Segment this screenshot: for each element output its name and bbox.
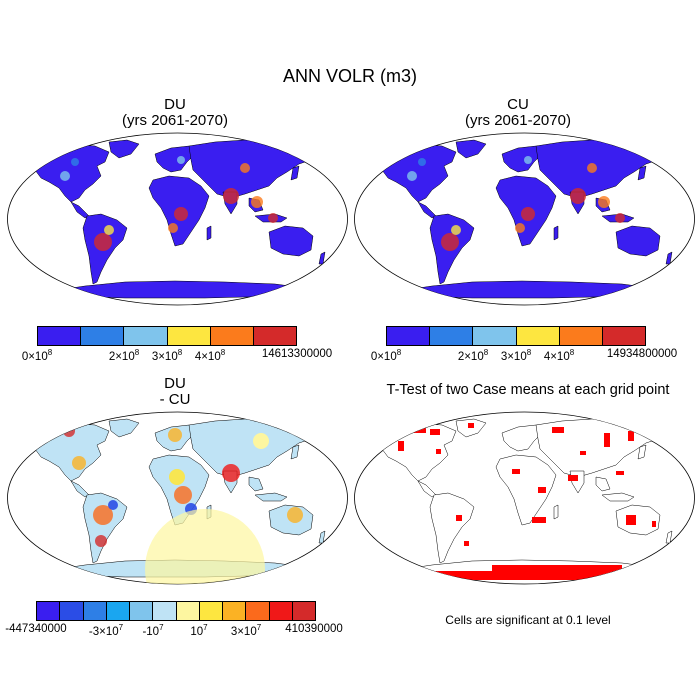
du-tick-3: 3×108 — [151, 348, 183, 363]
diff-tick-max: 410390000 — [285, 623, 343, 635]
du-tick-4: 4×108 — [194, 348, 226, 363]
diff-colorbar-bin — [223, 602, 247, 620]
cu-map — [354, 132, 695, 306]
diff-colorbar-bin — [83, 602, 107, 620]
cu-panel-title: CU (yrs 2061-2070) — [383, 97, 653, 129]
cu-title-line2: (yrs 2061-2070) — [465, 112, 571, 129]
main-title: ANN VOLR (m3) — [282, 66, 417, 86]
diff-tick-p3: 3×107 — [230, 623, 262, 638]
diff-title-line1: DU — [164, 375, 186, 392]
diff-colorbar — [36, 601, 316, 621]
cu-colorbar-bin — [516, 327, 560, 345]
diff-tick-min: -447340000 — [5, 623, 67, 635]
cu-tick-4: 4×108 — [543, 348, 575, 363]
diff-tick-m3: -3×107 — [88, 623, 124, 638]
diff-colorbar-bin — [130, 602, 154, 620]
diff-panel-title: DU - CU — [40, 376, 310, 408]
cu-tick-2: 2×108 — [457, 348, 489, 363]
du-tick-2: 2×108 — [108, 348, 140, 363]
du-hotspots — [60, 156, 278, 251]
diff-colorbar-bin — [153, 602, 177, 620]
du-title-line2: (yrs 2061-2070) — [122, 112, 228, 129]
cu-hotspots — [407, 156, 625, 251]
du-tick-max: 14613300000 — [261, 348, 333, 360]
cu-tick-3: 3×108 — [500, 348, 532, 363]
du-colorbar-bin — [124, 327, 168, 345]
diff-colorbar-bin — [106, 602, 130, 620]
cu-colorbar-bin — [602, 327, 646, 345]
cu-colorbar-bin — [559, 327, 603, 345]
du-colorbar — [37, 326, 297, 346]
ttest-panel-title: T-Test of two Case means at each grid po… — [356, 382, 700, 398]
diff-colorbar-bin — [246, 602, 270, 620]
diff-colorbar-bin — [60, 602, 84, 620]
cu-colorbar — [386, 326, 646, 346]
ttest-note: Cells are significant at 0.1 level — [445, 613, 611, 627]
diff-title-line2: - CU — [159, 391, 191, 408]
du-map — [7, 132, 348, 306]
cu-title-line1: CU — [507, 96, 529, 113]
cu-colorbar-bin — [430, 327, 474, 345]
du-colorbar-bin — [167, 327, 211, 345]
du-colorbar-bin — [38, 327, 82, 345]
cu-tick-min: 0×108 — [370, 348, 402, 363]
du-panel-title: DU (yrs 2061-2070) — [40, 97, 310, 129]
cu-colorbar-bin — [387, 327, 431, 345]
du-colorbar-bin — [81, 327, 125, 345]
ttest-map — [354, 411, 695, 585]
cu-tick-max: 14934800000 — [606, 348, 678, 360]
du-tick-min: 0×108 — [21, 348, 53, 363]
ttest-title-line1: T-Test of two Case means at each grid po… — [386, 382, 670, 398]
diff-map — [7, 411, 348, 585]
du-colorbar-bin — [210, 327, 254, 345]
diff-tick-m1: -107 — [142, 623, 164, 638]
du-title-line1: DU — [164, 96, 186, 113]
diff-colorbar-bin — [269, 602, 293, 620]
diff-colorbar-bin — [37, 602, 61, 620]
diff-colorbar-bin — [199, 602, 223, 620]
diff-colorbar-bin — [292, 602, 315, 620]
diff-tick-p1: 107 — [190, 623, 208, 638]
du-colorbar-bin — [253, 327, 297, 345]
cu-colorbar-bin — [473, 327, 517, 345]
diff-colorbar-bin — [176, 602, 200, 620]
